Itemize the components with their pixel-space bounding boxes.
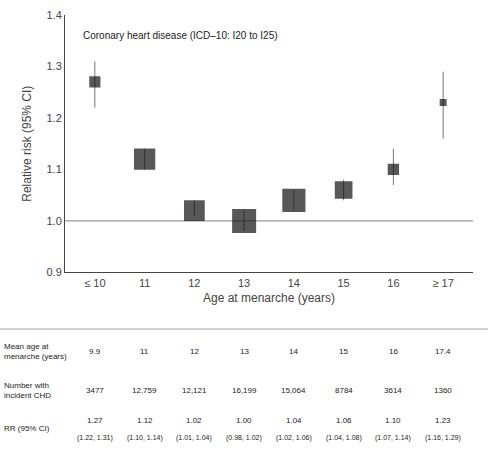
svg-text:1.10: 1.10 xyxy=(385,416,401,425)
svg-text:15: 15 xyxy=(338,277,350,289)
svg-text:1.12: 1.12 xyxy=(137,416,153,425)
svg-text:Number withincident CHD: Number withincident CHD xyxy=(4,381,51,400)
svg-text:(1.22, 1.31): (1.22, 1.31) xyxy=(77,434,113,442)
svg-text:15,064: 15,064 xyxy=(281,386,306,395)
svg-text:1.00: 1.00 xyxy=(236,416,252,425)
svg-text:1.2: 1.2 xyxy=(47,112,62,124)
svg-text:15: 15 xyxy=(339,347,348,356)
svg-text:Coronary heart disease (ICD–10: Coronary heart disease (ICD–10: I20 to I… xyxy=(83,30,278,41)
svg-text:8784: 8784 xyxy=(335,386,353,395)
svg-text:(1.02, 1.06): (1.02, 1.06) xyxy=(276,434,312,442)
svg-text:14: 14 xyxy=(288,277,300,289)
svg-text:16: 16 xyxy=(389,347,398,356)
svg-text:3477: 3477 xyxy=(86,386,104,395)
svg-text:(0.98, 1.02): (0.98, 1.02) xyxy=(226,434,262,442)
svg-text:12: 12 xyxy=(188,277,200,289)
svg-text:1.1: 1.1 xyxy=(47,163,62,175)
svg-text:1.23: 1.23 xyxy=(435,416,451,425)
svg-text:12,121: 12,121 xyxy=(182,386,207,395)
svg-text:Age at menarche (years): Age at menarche (years) xyxy=(203,291,335,305)
svg-text:16: 16 xyxy=(387,277,399,289)
svg-text:3614: 3614 xyxy=(384,386,402,395)
svg-text:12,759: 12,759 xyxy=(132,386,157,395)
svg-text:9.9: 9.9 xyxy=(89,347,101,356)
svg-text:1360: 1360 xyxy=(434,386,452,395)
svg-text:12: 12 xyxy=(190,347,199,356)
svg-text:Relative risk (95% CI): Relative risk (95% CI) xyxy=(20,86,34,202)
svg-text:14: 14 xyxy=(289,347,298,356)
svg-text:1.0: 1.0 xyxy=(47,215,62,227)
svg-text:17.4: 17.4 xyxy=(435,347,451,356)
svg-text:RR (95% CI): RR (95% CI) xyxy=(4,424,50,433)
svg-text:11: 11 xyxy=(139,277,150,289)
svg-text:(1.10, 1.14): (1.10, 1.14) xyxy=(127,434,163,442)
svg-text:13: 13 xyxy=(238,277,250,289)
svg-text:≥ 17: ≥ 17 xyxy=(432,277,453,289)
svg-text:1.3: 1.3 xyxy=(47,60,62,72)
svg-text:1.06: 1.06 xyxy=(336,416,352,425)
svg-text:11: 11 xyxy=(140,347,149,356)
svg-text:1.02: 1.02 xyxy=(186,416,202,425)
svg-text:(1.04, 1.08): (1.04, 1.08) xyxy=(326,434,362,442)
svg-text:1.04: 1.04 xyxy=(286,416,302,425)
svg-text:≤ 10: ≤ 10 xyxy=(84,277,105,289)
svg-text:Mean age atmenarche (years): Mean age atmenarche (years) xyxy=(4,342,67,361)
svg-text:16,199: 16,199 xyxy=(232,386,257,395)
svg-text:0.9: 0.9 xyxy=(47,266,62,278)
svg-text:(1.16, 1.29): (1.16, 1.29) xyxy=(425,434,461,442)
svg-text:1.27: 1.27 xyxy=(87,416,103,425)
svg-text:1.4: 1.4 xyxy=(47,9,62,21)
svg-text:(1.07, 1.14): (1.07, 1.14) xyxy=(375,434,411,442)
svg-text:(1.01, 1.04): (1.01, 1.04) xyxy=(176,434,212,442)
svg-text:13: 13 xyxy=(240,347,249,356)
